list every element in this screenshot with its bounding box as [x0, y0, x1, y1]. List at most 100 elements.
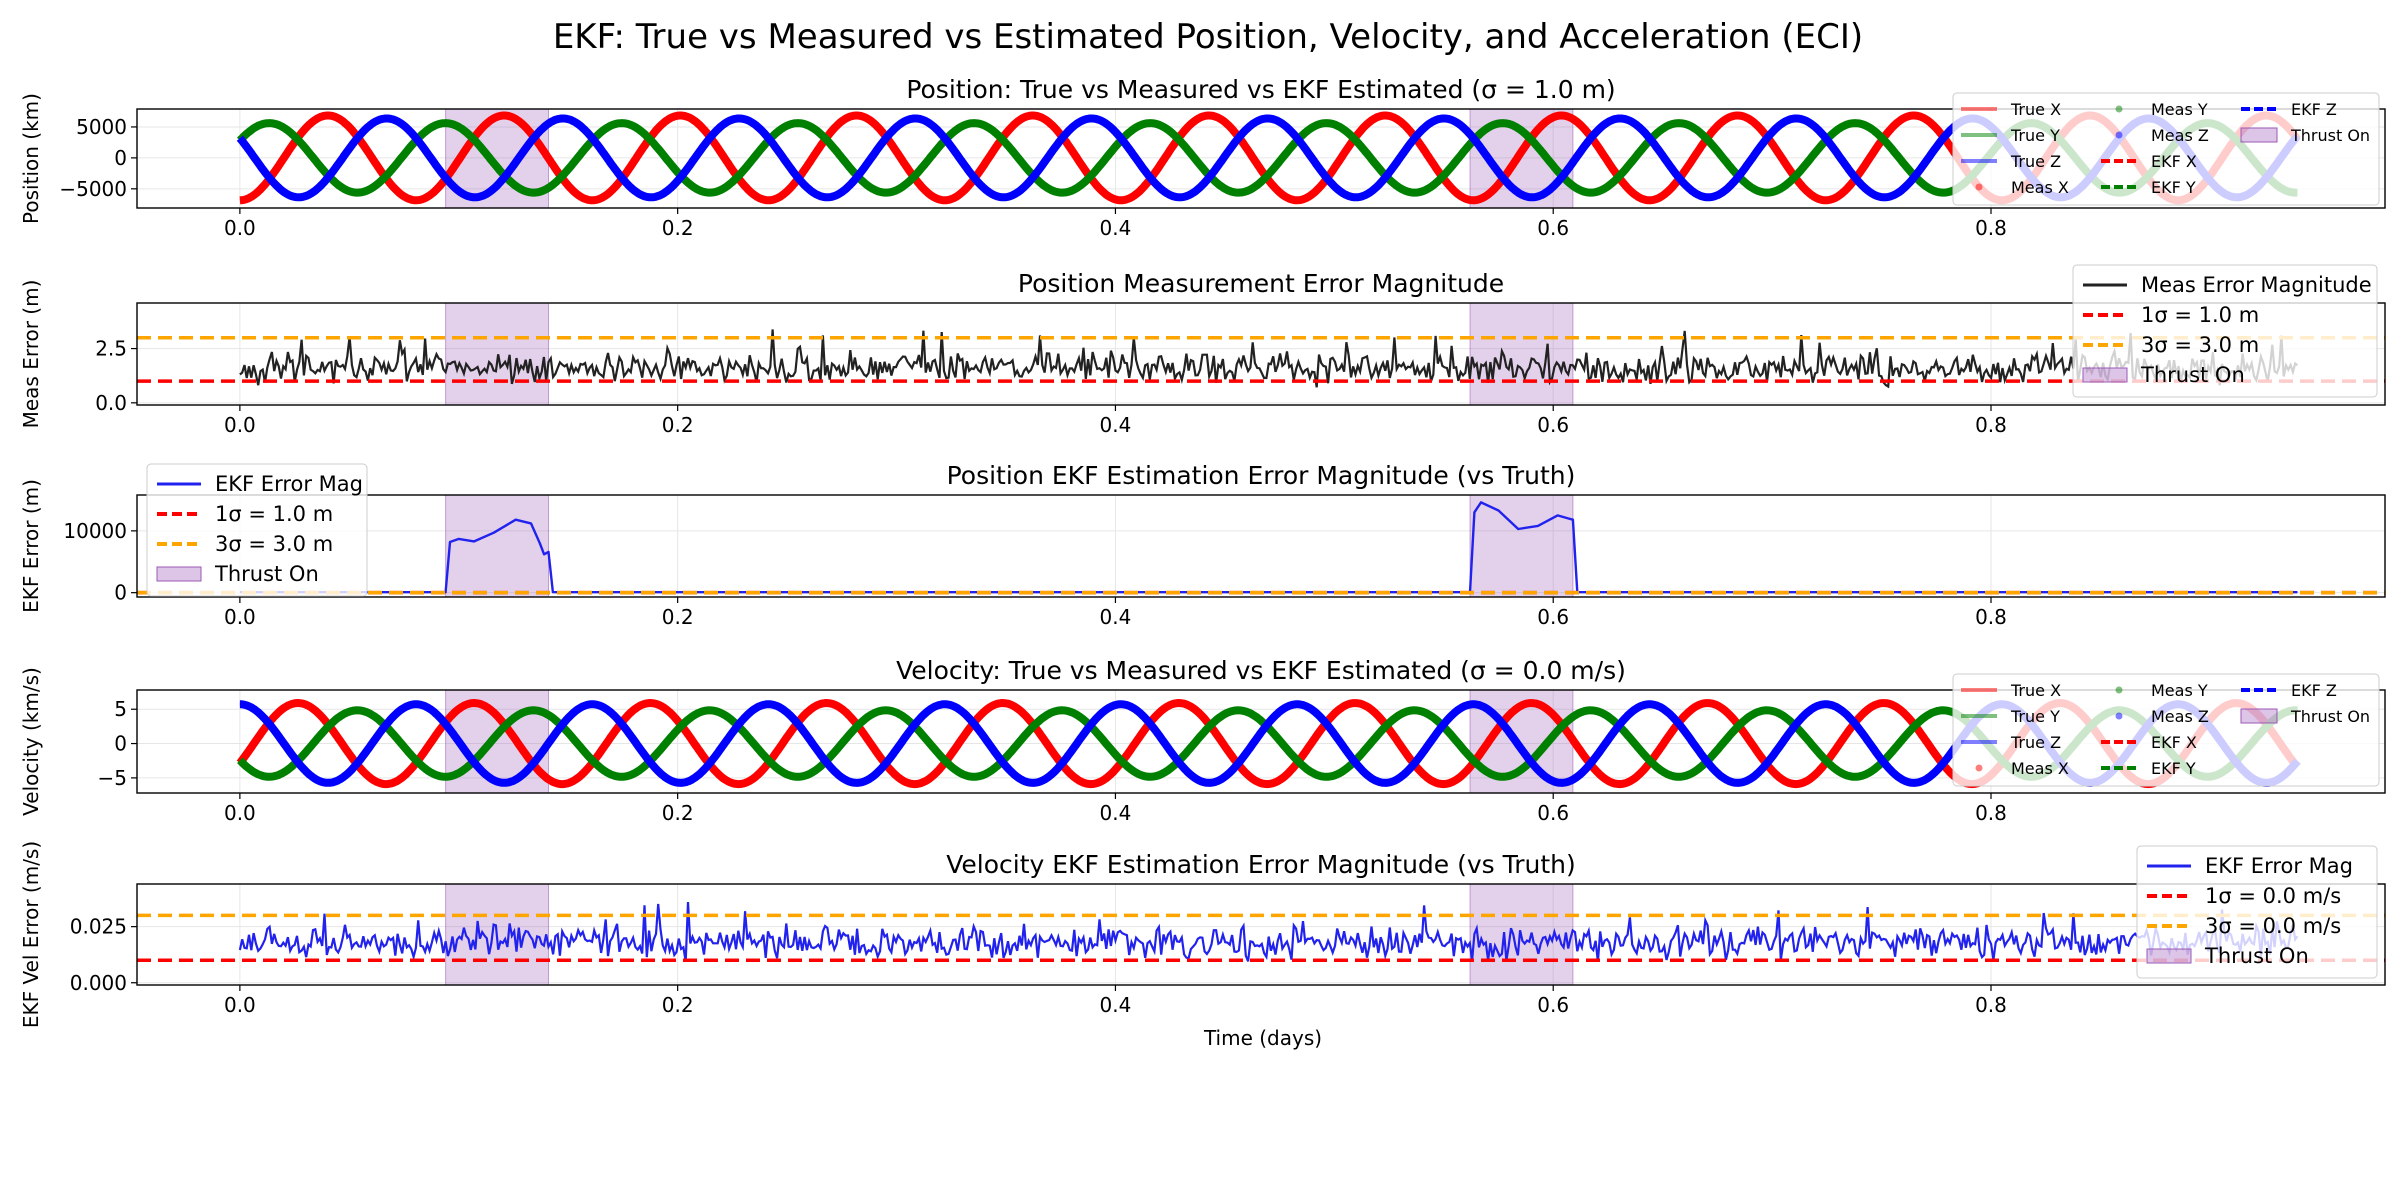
axes-frame — [136, 302, 2386, 406]
plot-area — [137, 884, 2385, 985]
legend-symbol — [1975, 183, 1983, 191]
legend-entry: Thrust On — [2290, 126, 2370, 145]
y-axis-label: EKF Error (m) — [19, 479, 43, 613]
y-axis-label: EKF Vel Error (m/s) — [19, 841, 43, 1028]
thrust-window — [1469, 303, 1574, 405]
subplot-ekf_vel_error: Velocity EKF Estimation Error Magnitude … — [19, 841, 2386, 1028]
legend: Meas Error Magnitude 1σ = 1.0 m 3σ = 3.0 m… — [2072, 264, 2378, 398]
x-tick-label: 0.6 — [1537, 605, 1569, 629]
axes-frame — [136, 494, 2386, 598]
legend: True X True Y True Z Meas X Meas Y Meas Z EKF … — [1952, 673, 2380, 787]
legend-entry: Meas X — [2011, 178, 2069, 197]
legend-symbol — [2146, 948, 2192, 964]
legend-entry: Thrust On — [2140, 363, 2245, 387]
y-tick-label: −5000 — [59, 177, 127, 201]
x-tick-label: 0.4 — [1100, 605, 1132, 629]
y-tick-label: 5 — [114, 697, 127, 721]
legend-entry: Meas Z — [2151, 707, 2209, 726]
x-tick-label: 0.0 — [224, 993, 256, 1017]
figure-title: EKF: True vs Measured vs Estimated Posit… — [553, 17, 1863, 57]
subplot-meas_error: Position Measurement Error Magnitude 0.0 0… — [19, 264, 2386, 437]
legend-entry: Thrust On — [214, 562, 319, 586]
legend: True X True Y True Z Meas X Meas Y Meas Z EKF … — [1952, 92, 2380, 206]
y-tick-label: 0.0 — [95, 391, 127, 415]
thrust-window — [1469, 495, 1574, 597]
legend-entry: EKF X — [2151, 152, 2197, 171]
legend-symbol — [2115, 131, 2123, 139]
legend-entry: 3σ = 3.0 m — [2141, 333, 2259, 357]
subplots: Position: True vs Measured vs EKF Estima… — [19, 75, 2386, 1028]
subplot-velocity: Velocity: True vs Measured vs EKF Estima… — [19, 656, 2386, 825]
x-tick-label: 0.0 — [224, 216, 256, 240]
series-error-magnitude — [238, 902, 2299, 962]
subplot-title: Velocity EKF Estimation Error Magnitude … — [946, 850, 1576, 879]
legend-box — [2072, 264, 2378, 398]
y-axis-label: Position (km) — [19, 93, 43, 224]
y-tick-label: 0.025 — [70, 915, 127, 939]
y-tick-label: 0 — [114, 581, 127, 605]
y-tick-label: 10000 — [63, 519, 127, 543]
series-ekf-x — [238, 701, 2299, 786]
subplot-title: Velocity: True vs Measured vs EKF Estima… — [896, 656, 1626, 685]
legend-entry: Meas Z — [2151, 126, 2209, 145]
legend-entry: EKF X — [2151, 733, 2197, 752]
thrust-window — [445, 303, 550, 405]
legend: EKF Error Mag 1σ = 0.0 m/s 3σ = 0.0 m/s Thr… — [2136, 845, 2378, 979]
x-tick-label: 0.6 — [1537, 216, 1569, 240]
legend-entry: 3σ = 3.0 m — [215, 532, 333, 556]
legend-entry: EKF Y — [2151, 178, 2196, 197]
legend-entry: Meas X — [2011, 759, 2069, 778]
x-tick-label: 0.0 — [224, 413, 256, 437]
subplot-title: Position: True vs Measured vs EKF Estima… — [906, 75, 1615, 104]
x-tick-label: 0.4 — [1100, 413, 1132, 437]
legend-entry: EKF Z — [2291, 100, 2337, 119]
legend-entry: EKF Error Mag — [2205, 854, 2353, 878]
x-tick-label: 0.4 — [1100, 801, 1132, 825]
legend-box — [2136, 845, 2378, 979]
subplot-title: Position Measurement Error Magnitude — [1018, 269, 1504, 298]
axes-frame — [136, 689, 2386, 794]
x-tick-label: 0.4 — [1100, 216, 1132, 240]
legend-box — [1952, 92, 2380, 206]
y-tick-label: 0 — [114, 732, 127, 756]
series-error-magnitude — [239, 501, 2298, 594]
y-tick-label: 0.000 — [70, 971, 127, 995]
x-tick-label: 0.4 — [1100, 993, 1132, 1017]
legend-symbol — [2115, 105, 2123, 113]
legend-symbol — [156, 566, 202, 582]
legend-entry: Meas Error Magnitude — [2141, 273, 2372, 297]
y-tick-label: 2.5 — [95, 337, 127, 361]
legend-symbol — [2115, 686, 2123, 694]
legend-entry: EKF Error Mag — [215, 472, 363, 496]
legend-entry: True X — [2010, 100, 2061, 119]
legend-entry: Meas Y — [2151, 100, 2208, 119]
x-tick-label: 0.8 — [1975, 216, 2007, 240]
x-tick-label: 0.2 — [662, 216, 694, 240]
legend-entry: Thrust On — [2204, 944, 2309, 968]
series-error-magnitude — [239, 329, 2299, 389]
axes-frame — [136, 108, 2386, 209]
legend-entry: EKF Z — [2291, 681, 2337, 700]
legend-entry: 1σ = 0.0 m/s — [2205, 884, 2341, 908]
legend-symbol — [2082, 367, 2128, 383]
x-tick-label: 0.0 — [224, 801, 256, 825]
legend-symbol — [2240, 127, 2278, 143]
plot-area — [137, 303, 2385, 405]
x-tick-label: 0.2 — [662, 605, 694, 629]
legend-entry: Meas Y — [2151, 681, 2208, 700]
y-axis-label: Meas Error (m) — [19, 280, 43, 429]
x-tick-label: 0.0 — [224, 605, 256, 629]
legend-symbol — [1975, 764, 1983, 772]
legend-entry: True X — [2010, 681, 2061, 700]
x-tick-label: 0.8 — [1975, 605, 2007, 629]
legend-entry: Thrust On — [2290, 707, 2370, 726]
subplot-position: Position: True vs Measured vs EKF Estima… — [19, 75, 2386, 240]
y-tick-label: 0 — [114, 146, 127, 170]
legend-box — [146, 463, 368, 597]
legend-entry: True Z — [2010, 152, 2061, 171]
subplot-title: Position EKF Estimation Error Magnitude … — [947, 461, 1576, 490]
x-tick-label: 0.6 — [1537, 413, 1569, 437]
legend-entry: True Z — [2010, 733, 2061, 752]
legend-entry: 3σ = 0.0 m/s — [2205, 914, 2341, 938]
